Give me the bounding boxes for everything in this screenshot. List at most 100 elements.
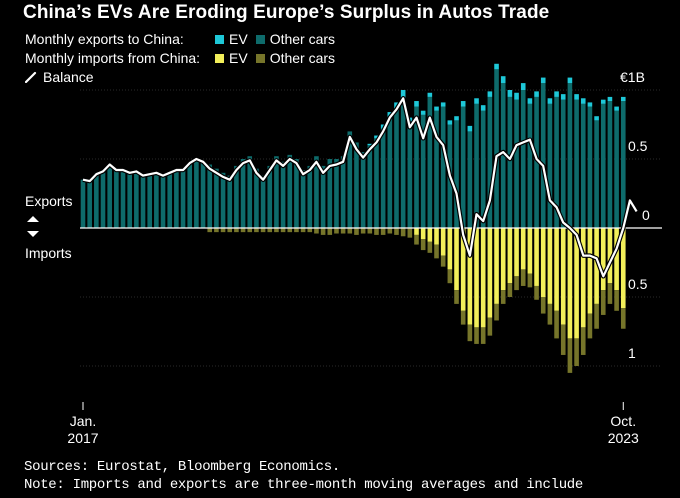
bar-export-other [534, 96, 539, 229]
bar-import-other [547, 303, 553, 325]
footer-note: Note: Imports and exports are three-mont… [24, 477, 583, 493]
bar-export-other [240, 159, 246, 228]
bar-import-ev [447, 228, 453, 270]
bar-export-other [154, 172, 159, 228]
bar-import-ev [467, 228, 473, 325]
bars [80, 63, 662, 373]
bar-export-other [554, 96, 559, 229]
bar-import-ev [494, 228, 499, 304]
bar-export-other [580, 103, 586, 228]
bar-import-other [607, 283, 613, 304]
bar-export-other [574, 99, 579, 228]
bar-export-other [520, 90, 526, 228]
bar-export-other [560, 99, 566, 228]
bar-import-ev [414, 228, 419, 235]
bar-export-other [414, 106, 419, 228]
y-tick-label: 1 [628, 345, 636, 361]
bar-import-ev [420, 228, 426, 240]
bar-import-ev [500, 228, 506, 291]
bar-export-other [314, 156, 319, 228]
bar-export-other [394, 110, 399, 228]
bar-import-other [480, 327, 486, 344]
bar-import-other [354, 228, 359, 235]
bar-export-other [600, 103, 606, 228]
legend-swatch-import-other [255, 53, 265, 63]
legend-swatch-import-ev [215, 53, 224, 63]
bar-import-ev [514, 228, 519, 277]
bar-export-ev [594, 116, 599, 121]
bar-import-other [340, 228, 346, 234]
y-tick-label: 0 [642, 207, 650, 223]
bar-export-other [380, 128, 386, 228]
bar-import-ev [474, 228, 479, 328]
bar-import-other [467, 324, 473, 342]
bar-export-other [594, 120, 599, 228]
bar-import-ev [614, 228, 619, 291]
imports-side-label: Imports [25, 245, 72, 261]
bar-export-other [94, 172, 99, 228]
bar-export-other [294, 159, 299, 228]
bar-import-other [414, 234, 419, 245]
bar-import-ev [600, 228, 606, 291]
bar-import-other [540, 297, 546, 314]
bar-import-other [427, 241, 433, 253]
bar-import-ev [567, 228, 573, 339]
bar-export-ev [614, 106, 619, 111]
bar-export-other [567, 83, 573, 228]
x-tick-year: 2023 [608, 430, 639, 446]
bar-export-ev [500, 76, 506, 84]
bar-export-other [167, 172, 173, 228]
bar-export-ev [527, 98, 533, 104]
bar-import-other [334, 228, 339, 234]
bar-import-other [447, 269, 453, 284]
bar-export-other [234, 165, 239, 228]
bar-import-other [494, 303, 499, 321]
bar-export-ev [607, 96, 613, 102]
bar-import-other [434, 244, 439, 259]
bar-export-other [514, 99, 519, 228]
bar-export-ev [587, 102, 593, 107]
legend-imports: Monthly imports from China: EV Other car… [25, 50, 343, 66]
bar-export-other [480, 110, 486, 228]
bar-export-other [160, 175, 166, 228]
bar-export-ev [540, 77, 546, 84]
legend-import-other-label: Other cars [269, 50, 336, 66]
bar-export-other [387, 117, 393, 228]
bar-export-other [227, 175, 233, 228]
bar-export-other [420, 114, 426, 228]
legend-export-ev-label: EV [229, 31, 248, 47]
bar-import-ev [520, 228, 526, 270]
x-tick-label: Oct. [610, 413, 636, 429]
bar-export-ev [514, 92, 519, 100]
bar-export-other [274, 156, 279, 228]
y-tick-label: 0.5 [628, 276, 648, 292]
bar-export-other [467, 131, 473, 228]
bar-import-other [327, 228, 333, 235]
legend-export-other: Other cars [255, 31, 335, 47]
bar-export-other [360, 152, 366, 228]
bar-import-other [214, 228, 219, 233]
bar-export-other [620, 101, 626, 228]
bar-import-other [220, 228, 226, 233]
bar-export-other [540, 83, 546, 228]
bar-export-ev [600, 99, 606, 104]
legend-swatch-export-ev [215, 34, 224, 44]
bar-import-ev [507, 228, 513, 284]
bar-import-other [287, 228, 293, 233]
x-tick-label: Jan. [70, 413, 96, 429]
bar-import-other [240, 228, 246, 233]
bar-export-other [407, 124, 413, 228]
bar-export-other [254, 168, 259, 228]
legend-export-ev: EV [215, 31, 248, 47]
bar-export-other [267, 165, 273, 228]
bar-export-other [174, 170, 179, 228]
bar-import-other [560, 324, 566, 355]
balance-line [82, 97, 638, 278]
bar-export-ev [440, 102, 446, 107]
bar-export-other [440, 106, 446, 228]
legend-balance: Balance [25, 69, 94, 85]
bar-import-ev [574, 228, 579, 339]
bar-import-other [260, 228, 266, 233]
bar-export-other [134, 171, 139, 228]
bar-export-ev [447, 120, 453, 125]
